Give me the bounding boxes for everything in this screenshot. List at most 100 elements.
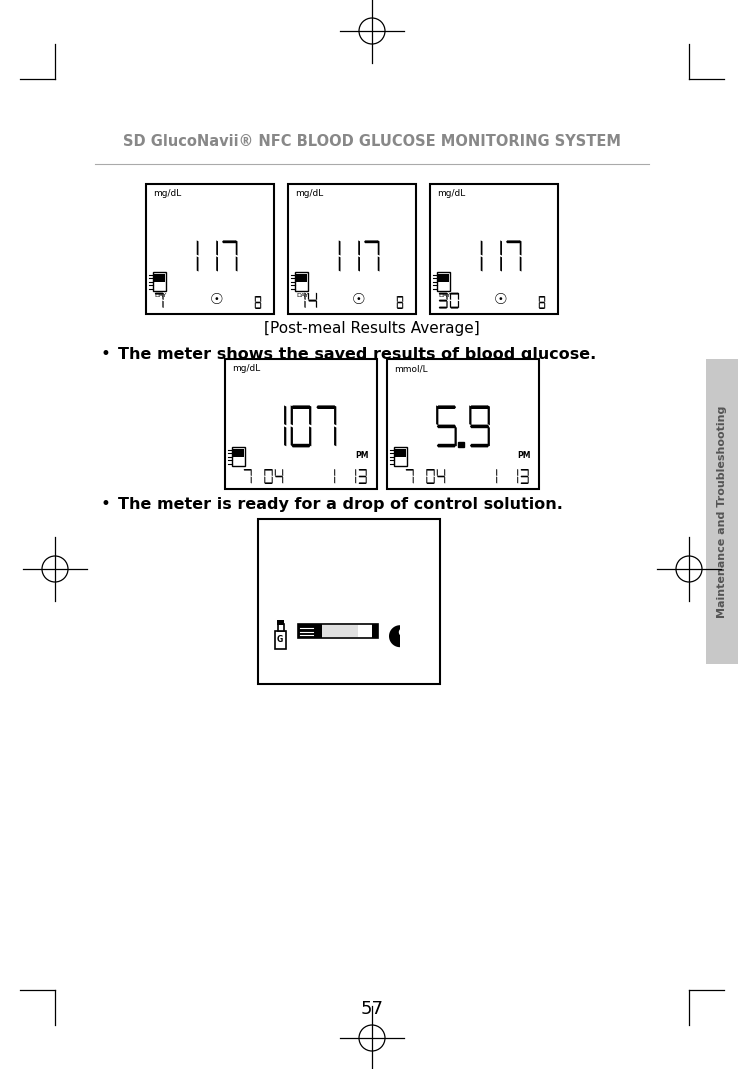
Polygon shape: [378, 241, 379, 255]
Bar: [225, 359, 377, 489]
Polygon shape: [264, 477, 266, 483]
Polygon shape: [222, 241, 237, 244]
Polygon shape: [470, 424, 490, 429]
Polygon shape: [444, 477, 445, 483]
Text: PM: PM: [518, 451, 531, 460]
Text: •: •: [100, 495, 110, 513]
Bar: [295, 272, 308, 291]
Polygon shape: [527, 469, 529, 476]
Polygon shape: [254, 296, 256, 303]
Text: [Post-meal Results Average]: [Post-meal Results Average]: [264, 321, 480, 336]
Polygon shape: [426, 469, 427, 476]
Polygon shape: [358, 241, 360, 255]
Polygon shape: [236, 257, 237, 272]
Polygon shape: [450, 293, 459, 295]
Polygon shape: [539, 303, 540, 309]
Polygon shape: [496, 469, 497, 476]
Polygon shape: [437, 476, 445, 477]
Polygon shape: [304, 293, 306, 300]
Bar: [430, 184, 558, 314]
Polygon shape: [162, 300, 164, 308]
Polygon shape: [437, 444, 456, 448]
Polygon shape: [470, 444, 490, 448]
Polygon shape: [413, 477, 414, 483]
Text: DAY: DAY: [154, 293, 167, 297]
Polygon shape: [426, 477, 427, 483]
Text: mg/dL: mg/dL: [232, 365, 260, 373]
Bar: [706, 359, 738, 664]
Polygon shape: [255, 308, 261, 309]
Bar: [275, 631, 286, 649]
Polygon shape: [450, 293, 451, 300]
Bar: [232, 447, 245, 466]
Polygon shape: [316, 300, 317, 308]
Polygon shape: [254, 303, 256, 309]
Polygon shape: [520, 257, 522, 272]
Bar: [288, 184, 416, 314]
Polygon shape: [196, 257, 199, 272]
Bar: [296, 274, 307, 281]
Polygon shape: [397, 308, 403, 309]
Bar: [458, 441, 464, 448]
Polygon shape: [316, 293, 317, 300]
Polygon shape: [378, 257, 379, 272]
Polygon shape: [389, 621, 400, 647]
Polygon shape: [291, 427, 293, 446]
Polygon shape: [355, 469, 356, 476]
Polygon shape: [500, 257, 502, 272]
Polygon shape: [520, 241, 522, 255]
Polygon shape: [316, 405, 336, 409]
Polygon shape: [458, 293, 459, 300]
Text: The meter shows the saved results of blood glucose.: The meter shows the saved results of blo…: [118, 346, 596, 361]
Polygon shape: [236, 241, 237, 255]
Polygon shape: [308, 293, 309, 300]
Bar: [438, 274, 449, 281]
Polygon shape: [255, 296, 261, 297]
Polygon shape: [282, 477, 283, 483]
Polygon shape: [437, 405, 456, 409]
Polygon shape: [265, 482, 272, 484]
Polygon shape: [308, 299, 317, 301]
Bar: [233, 449, 244, 456]
Polygon shape: [275, 469, 276, 476]
Text: mg/dL: mg/dL: [437, 189, 465, 198]
Text: DAY: DAY: [438, 293, 450, 297]
Polygon shape: [496, 477, 497, 483]
Polygon shape: [284, 427, 286, 446]
Polygon shape: [272, 477, 273, 483]
Polygon shape: [450, 307, 459, 309]
Polygon shape: [439, 293, 447, 295]
Polygon shape: [481, 257, 482, 272]
Text: Maintenance and Troubleshooting: Maintenance and Troubleshooting: [717, 405, 727, 618]
Polygon shape: [162, 293, 164, 300]
Polygon shape: [539, 296, 540, 303]
Bar: [154, 274, 165, 281]
Polygon shape: [413, 469, 414, 476]
Polygon shape: [446, 293, 448, 300]
Polygon shape: [334, 477, 336, 483]
Polygon shape: [260, 303, 261, 309]
Polygon shape: [521, 482, 528, 484]
Text: mmol/L: mmol/L: [394, 365, 428, 373]
Bar: [372, 624, 378, 638]
Polygon shape: [544, 296, 545, 303]
Polygon shape: [217, 241, 218, 255]
Polygon shape: [339, 241, 341, 255]
Text: 57: 57: [361, 1000, 383, 1018]
Polygon shape: [469, 405, 472, 425]
Polygon shape: [437, 424, 456, 429]
Text: ☉: ☉: [210, 292, 223, 307]
Polygon shape: [334, 405, 336, 425]
Polygon shape: [275, 476, 283, 477]
Polygon shape: [397, 296, 398, 303]
Polygon shape: [260, 296, 261, 303]
Text: mg/dL: mg/dL: [153, 189, 182, 198]
Polygon shape: [359, 476, 366, 477]
Circle shape: [400, 629, 406, 636]
Bar: [437, 272, 450, 291]
Polygon shape: [397, 296, 403, 297]
Polygon shape: [359, 482, 366, 484]
Polygon shape: [366, 477, 367, 483]
Polygon shape: [436, 405, 438, 425]
Polygon shape: [272, 469, 273, 476]
